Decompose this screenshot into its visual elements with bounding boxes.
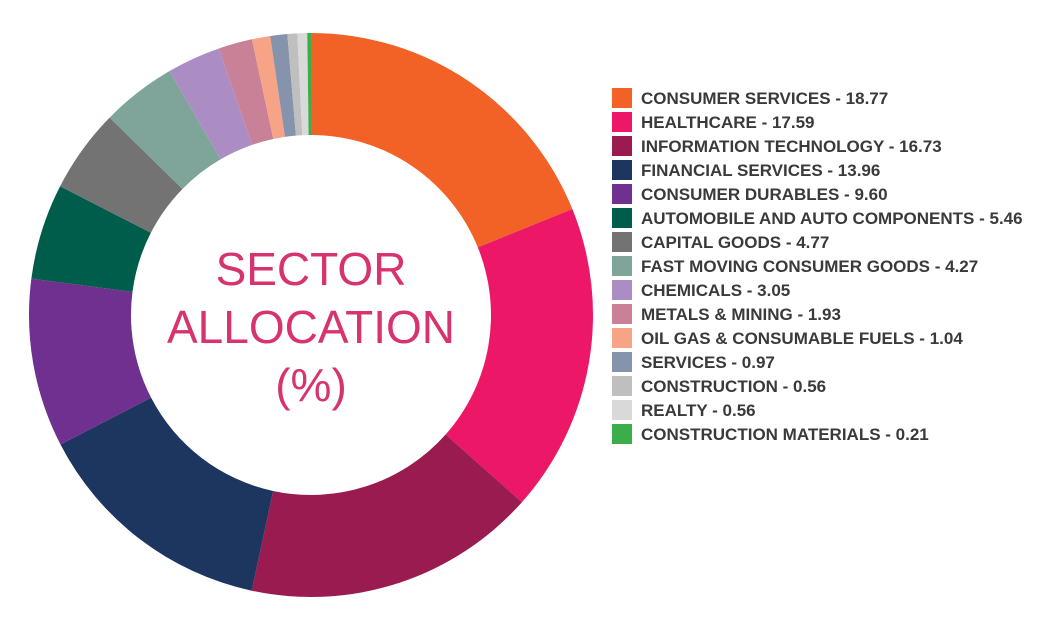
legend-swatch (612, 376, 632, 396)
legend-label: HEALTHCARE - 17.59 (641, 113, 815, 132)
legend-item: METALS & MINING - 1.93 (612, 303, 1032, 326)
legend-item: REALTY - 0.56 (612, 399, 1032, 422)
legend-item: CONSTRUCTION - 0.56 (612, 375, 1032, 398)
legend-swatch (612, 400, 632, 420)
legend-label: CAPITAL GOODS - 4.77 (641, 233, 830, 252)
donut-slice (307, 33, 311, 136)
chart-title: SECTOR ALLOCATION (%) (167, 243, 455, 411)
legend-swatch (612, 112, 632, 132)
legend: CONSUMER SERVICES - 18.77 HEALTHCARE - 17… (612, 87, 1032, 447)
legend-swatch (612, 352, 632, 372)
donut-slice (28, 278, 152, 445)
legend-swatch (612, 304, 632, 324)
legend-label: CONSUMER SERVICES - 18.77 (641, 89, 889, 108)
legend-item: CONSTRUCTION MATERIALS - 0.21 (612, 423, 1032, 446)
legend-swatch (612, 184, 632, 204)
legend-swatch (612, 160, 632, 180)
legend-item: CONSUMER DURABLES - 9.60 (612, 183, 1032, 206)
legend-label: FAST MOVING CONSUMER GOODS - 4.27 (641, 257, 979, 276)
legend-swatch (612, 208, 632, 228)
legend-label: INFORMATION TECHNOLOGY - 16.73 (641, 137, 942, 156)
donut-slice (445, 209, 593, 503)
legend-swatch (612, 328, 632, 348)
legend-item: CHEMICALS - 3.05 (612, 279, 1032, 302)
donut-slice (270, 33, 296, 137)
legend-label: FINANCIAL SERVICES - 13.96 (641, 161, 881, 180)
legend-swatch (612, 136, 632, 156)
donut-slice (218, 39, 274, 145)
legend-label: CONSTRUCTION - 0.56 (641, 377, 827, 396)
legend-item: OIL GAS & CONSUMABLE FUELS - 1.04 (612, 327, 1032, 350)
legend-swatch (612, 88, 632, 108)
legend-item: CONSUMER SERVICES - 18.77 (612, 87, 1032, 110)
legend-item: INFORMATION TECHNOLOGY - 16.73 (612, 135, 1032, 158)
legend-swatch (612, 424, 632, 444)
legend-label: REALTY - 0.56 (641, 401, 756, 420)
legend-label: SERVICES - 0.97 (641, 353, 775, 372)
legend-swatch (612, 232, 632, 252)
donut-slice (109, 71, 221, 189)
legend-item: AUTOMOBILE AND AUTO COMPONENTS - 5.46 (612, 207, 1032, 230)
legend-swatch (612, 256, 632, 276)
legend-label: METALS & MINING - 1.93 (641, 305, 841, 324)
donut-slice (251, 434, 522, 597)
legend-item: SERVICES - 0.97 (612, 351, 1032, 374)
donut-slice (60, 397, 274, 591)
legend-item: CAPITAL GOODS - 4.77 (612, 231, 1032, 254)
legend-label: OIL GAS & CONSUMABLE FUELS - 1.04 (641, 329, 963, 348)
legend-item: FAST MOVING CONSUMER GOODS - 4.27 (612, 255, 1032, 278)
donut-slice (31, 186, 151, 292)
donut-slice (287, 33, 303, 136)
legend-label: CONSTRUCTION MATERIALS - 0.21 (641, 425, 929, 444)
legend-label: CHEMICALS - 3.05 (641, 281, 791, 300)
legend-label: CONSUMER DURABLES - 9.60 (641, 185, 888, 204)
donut-slice (311, 33, 573, 248)
legend-item: FINANCIAL SERVICES - 13.96 (612, 159, 1032, 182)
legend-swatch (612, 280, 632, 300)
donut-slice (251, 35, 285, 139)
donut-slice (60, 117, 183, 233)
legend-label: AUTOMOBILE AND AUTO COMPONENTS - 5.46 (641, 209, 1023, 228)
donut-chart (28, 33, 593, 597)
donut-slice (169, 48, 253, 160)
donut-slice (297, 33, 309, 136)
legend-item: HEALTHCARE - 17.59 (612, 111, 1032, 134)
